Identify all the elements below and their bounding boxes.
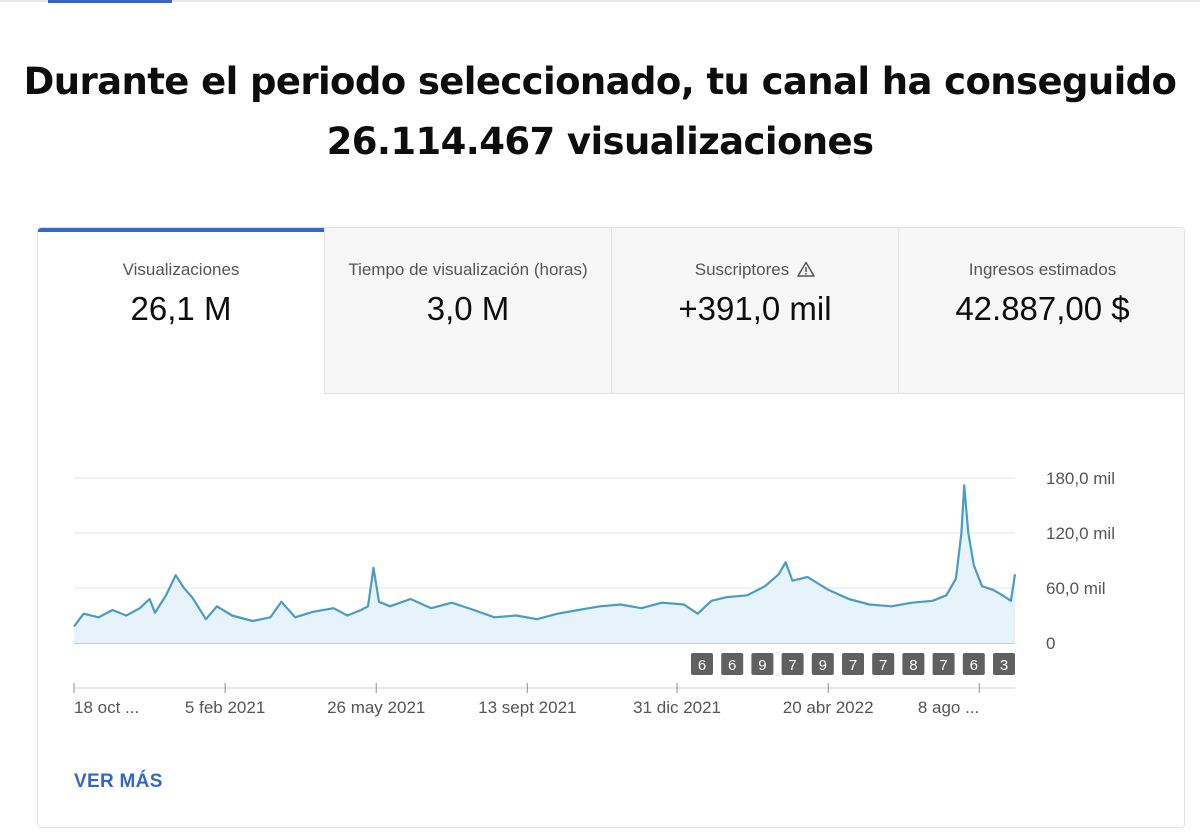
annotation-badges: 6 6 9 7 9 7 7 8 7 6 3 xyxy=(691,653,1015,675)
x-tick-label: 5 feb 2021 xyxy=(185,698,265,717)
badge-label: 7 xyxy=(849,657,857,674)
ver-mas-link[interactable]: VER MÁS xyxy=(74,771,163,792)
annotation-badge[interactable]: 8 xyxy=(902,653,925,675)
badge-box xyxy=(721,653,744,675)
annotation-badge[interactable]: 6 xyxy=(962,653,985,675)
tab-label: Tiempo de visualización (horas) xyxy=(348,260,588,279)
badge-box xyxy=(932,653,955,675)
badge-box xyxy=(781,653,804,675)
annotation-badge[interactable]: 7 xyxy=(842,653,864,675)
y-tick-label: 60,0 mil xyxy=(1046,579,1106,598)
badge-label: 7 xyxy=(788,657,796,674)
x-tick-label: 20 abr 2022 xyxy=(783,698,874,717)
badge-box xyxy=(872,653,895,675)
badge-label: 9 xyxy=(758,657,766,674)
y-tick-label: 0 xyxy=(1046,634,1055,653)
warning-icon[interactable] xyxy=(797,261,815,277)
annotation-badge[interactable]: 9 xyxy=(811,653,834,675)
badge-label: 9 xyxy=(819,657,827,674)
badge-box xyxy=(811,653,834,675)
annotation-badge[interactable]: 6 xyxy=(691,653,713,675)
badge-box xyxy=(691,653,713,675)
badge-box xyxy=(962,653,985,675)
tab-suscriptores[interactable]: Suscriptores +391,0 mil xyxy=(612,228,899,394)
series-area xyxy=(74,485,1015,643)
headline-line-2: 26.114.467 visualizaciones xyxy=(326,120,874,163)
views-chart: 0 60,0 mil 120,0 mil 180,0 mil 18 oct ... 5 … xyxy=(73,469,1115,717)
annotation-badge[interactable]: 3 xyxy=(993,653,1015,675)
badge-label: 6 xyxy=(970,657,978,674)
x-tick-label: 26 may 2021 xyxy=(327,698,425,717)
tab-value: 26,1 M xyxy=(130,290,232,327)
badge-box xyxy=(993,653,1015,675)
tab-visualizaciones[interactable]: Visualizaciones 26,1 M xyxy=(38,228,325,394)
metric-tabs: Visualizaciones 26,1 M Tiempo de visuali… xyxy=(38,228,1184,394)
analytics-card: Visualizaciones 26,1 M Tiempo de visuali… xyxy=(37,227,1185,828)
annotation-badge[interactable]: 7 xyxy=(781,653,804,675)
annotation-badge[interactable]: 9 xyxy=(751,653,774,675)
badge-label: 7 xyxy=(879,657,887,674)
badge-label: 6 xyxy=(728,657,736,674)
badge-label: 7 xyxy=(939,657,947,674)
tab-label: Suscriptores xyxy=(694,260,790,279)
series-line xyxy=(73,484,1017,628)
tab-label: Visualizaciones xyxy=(122,260,240,279)
y-axis: 0 60,0 mil 120,0 mil 180,0 mil xyxy=(1046,469,1115,653)
tab-tiempo-visualizacion[interactable]: Tiempo de visualización (horas) 3,0 M xyxy=(325,228,612,394)
tab-value: 3,0 M xyxy=(426,290,510,327)
badge-box xyxy=(751,653,774,675)
x-tick-label: 31 dic 2021 xyxy=(633,698,721,717)
x-tick-label: 13 sept 2021 xyxy=(478,698,576,717)
annotation-badge[interactable]: 6 xyxy=(721,653,744,675)
x-tick-label: 18 oct ... xyxy=(74,698,139,717)
top-divider xyxy=(0,0,1200,2)
tab-label-row: Suscriptores xyxy=(612,260,898,280)
tab-value: 42.887,00 $ xyxy=(955,290,1130,327)
page-headline: Durante el periodo seleccionado, tu cana… xyxy=(0,52,1200,172)
badge-label: 8 xyxy=(909,657,917,674)
y-tick-label: 180,0 mil xyxy=(1046,469,1115,488)
top-tab-indicator xyxy=(48,0,172,3)
annotation-badge[interactable]: 7 xyxy=(872,653,895,675)
tab-value: +391,0 mil xyxy=(678,290,832,327)
badge-label: 3 xyxy=(1000,657,1008,674)
y-tick-label: 120,0 mil xyxy=(1046,524,1115,543)
tab-ingresos-estimados[interactable]: Ingresos estimados 42.887,00 $ xyxy=(899,228,1184,394)
headline-line-1: Durante el periodo seleccionado, tu cana… xyxy=(23,60,1177,103)
badge-label: 6 xyxy=(698,657,706,674)
x-tick-label: 8 ago ... xyxy=(918,698,979,717)
badge-box xyxy=(902,653,925,675)
x-axis: 18 oct ... 5 feb 2021 26 may 2021 13 sept 2… xyxy=(73,683,1015,717)
annotation-badge[interactable]: 7 xyxy=(932,653,955,675)
tab-label: Ingresos estimados xyxy=(968,260,1117,279)
badge-box xyxy=(842,653,864,675)
